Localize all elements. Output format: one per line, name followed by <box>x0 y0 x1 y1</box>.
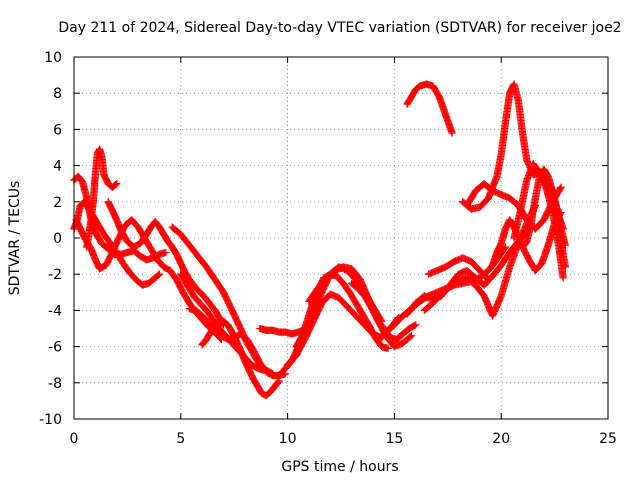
data-point <box>543 171 552 179</box>
y-axis-label: SDTVAR / TECUs <box>7 181 23 296</box>
x-tick-label: 20 <box>492 431 510 447</box>
data-point <box>154 271 163 279</box>
y-tick-label: 2 <box>53 195 62 211</box>
data-point <box>448 129 456 137</box>
y-tick-label: -10 <box>39 412 62 428</box>
x-tick-label: 5 <box>176 431 185 447</box>
x-tick-label: 10 <box>279 431 297 447</box>
data-point <box>268 370 277 378</box>
series-track-20 <box>403 80 456 137</box>
y-tick-label: 8 <box>53 86 62 102</box>
series-track-26 <box>540 176 569 249</box>
data-point <box>484 275 493 284</box>
data-point <box>267 369 276 377</box>
data-point <box>561 241 569 249</box>
data-point <box>162 248 170 257</box>
series-track-8 <box>168 223 277 378</box>
y-tick-label: 10 <box>44 50 62 66</box>
x-tick-label: 0 <box>70 431 79 447</box>
x-axis-label: GPS time / hours <box>281 459 398 475</box>
x-tick-label: 25 <box>599 431 617 447</box>
y-tick-label: -2 <box>48 267 62 283</box>
y-tick-label: -6 <box>48 340 62 356</box>
y-tick-label: 4 <box>53 159 62 175</box>
data-point <box>412 321 420 329</box>
data-point <box>406 333 414 341</box>
series-track-9 <box>198 317 283 400</box>
chart-title: Day 211 of 2024, Sidereal Day-to-day VTE… <box>58 20 621 36</box>
data-point <box>548 186 556 194</box>
data-point <box>501 243 510 251</box>
x-tick-label: 15 <box>385 431 403 447</box>
y-tick-label: -8 <box>48 376 62 392</box>
data-point <box>557 183 565 191</box>
data-point <box>410 321 419 330</box>
data-point <box>559 274 567 282</box>
y-tick-label: 0 <box>53 231 62 247</box>
data-point <box>384 344 392 353</box>
data-point <box>407 332 416 340</box>
series-track-24 <box>510 160 567 282</box>
series-track-19 <box>424 254 493 284</box>
data-point <box>500 244 509 252</box>
data-point <box>483 274 491 283</box>
data-point <box>556 184 564 193</box>
data-point <box>155 270 164 278</box>
data-marks <box>70 80 569 400</box>
series-track-25 <box>518 209 565 275</box>
data-point <box>274 378 282 386</box>
data-point <box>113 180 121 188</box>
y-tick-label: 6 <box>53 122 62 138</box>
data-point <box>112 180 120 189</box>
series-track-15 <box>348 279 420 344</box>
y-tick-label: -4 <box>48 303 62 319</box>
